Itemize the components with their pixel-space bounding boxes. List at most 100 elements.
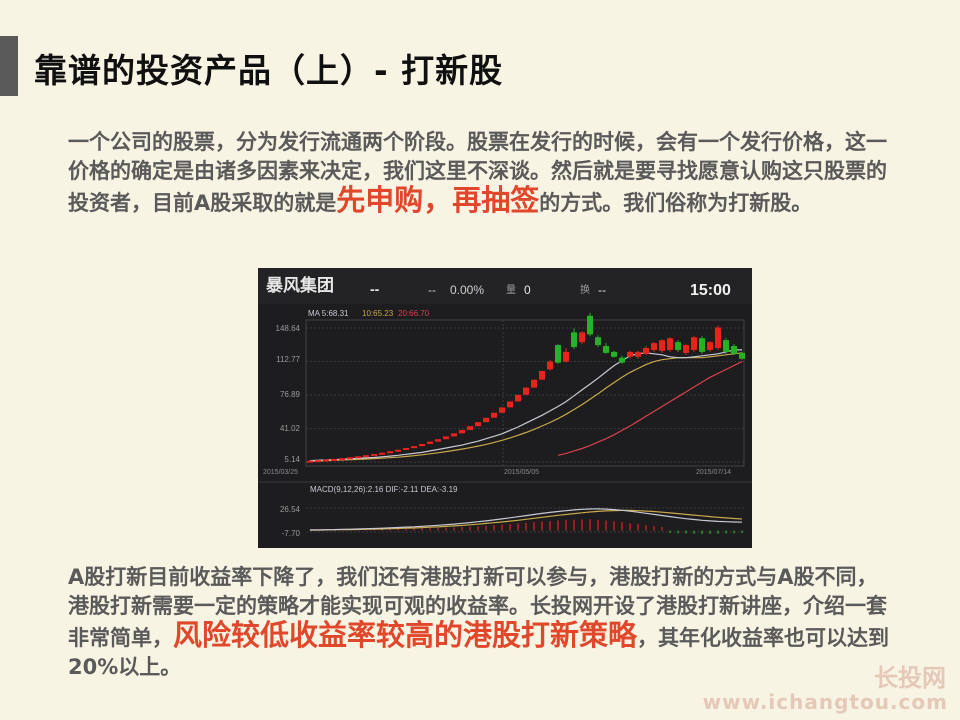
- candle: [539, 370, 545, 380]
- candle: [659, 340, 665, 351]
- intro-text: 一个公司的股票，分为发行流通两个阶段。股票在发行的时候，会有一个发行价格，这一价…: [68, 130, 887, 215]
- candle: [635, 351, 641, 357]
- intro-text-end: 的方式。我们俗称为打新股。: [539, 191, 813, 215]
- title-accent-bar: [0, 36, 18, 96]
- candle: [595, 337, 601, 346]
- candle: [451, 433, 457, 437]
- hk-highlight: 风险较低收益率较高的港股打新策略: [173, 618, 638, 652]
- watermark-url: www.ichangtou.com: [702, 690, 948, 714]
- candle: [731, 346, 737, 354]
- candle: [739, 352, 745, 359]
- stock-chart: 暴风集团 -- -- 0.00% 量 0 换 -- 15:00 MA 5:68.…: [258, 268, 752, 538]
- ma10-line: [309, 352, 743, 462]
- candle: [579, 332, 585, 343]
- x-tick: 2015/05/05: [504, 469, 539, 476]
- candle: [507, 401, 513, 408]
- candle: [603, 346, 609, 353]
- candle: [627, 351, 633, 357]
- ma20-line: [557, 361, 743, 456]
- plot-frame: [305, 319, 745, 467]
- candle: [379, 452, 385, 455]
- candle: [475, 422, 481, 427]
- candle: [355, 456, 361, 459]
- candle: [563, 351, 569, 362]
- y-tick: 76.89: [280, 390, 301, 399]
- turnover-label: 换: [580, 283, 590, 296]
- chart-time: 15:00: [690, 282, 731, 299]
- intro-highlight: 先申购，再抽签: [336, 183, 540, 217]
- candle: [667, 338, 673, 350]
- candle: [459, 429, 465, 434]
- watermark-brand: 长投网: [874, 664, 946, 692]
- candle: [587, 315, 593, 335]
- candle: [411, 446, 417, 449]
- candle: [395, 449, 401, 452]
- candle: [491, 412, 497, 418]
- candlesticks: [307, 312, 745, 463]
- macd-y-tick: -7.70: [282, 529, 301, 538]
- y-tick: 5.14: [284, 455, 300, 464]
- candle: [323, 459, 329, 462]
- candle: [707, 342, 713, 350]
- candle: [483, 417, 489, 423]
- candle: [315, 460, 321, 463]
- dif-line: [309, 508, 743, 531]
- turnover-value: --: [598, 283, 606, 297]
- candle: [371, 454, 377, 457]
- candle: [571, 332, 577, 348]
- candle: [443, 436, 449, 440]
- macd-legend: MACD(9,12,26):2.16 DIF:-2.11 DEA:-3.19: [310, 485, 458, 494]
- candle: [307, 460, 313, 463]
- candle: [347, 457, 353, 460]
- hk-text-end: ，其年化收益率也可以达到20%以上。: [68, 626, 890, 679]
- macd-grid: [258, 481, 752, 533]
- dea-line: [309, 509, 743, 531]
- chart-header-band: [258, 268, 752, 304]
- candle: [387, 451, 393, 454]
- candle: [363, 455, 369, 458]
- candle: [611, 351, 617, 357]
- hk-text: A股打新目前收益率下降了，我们还有港股打新可以参与，港股打新的方式与A股不同，港…: [68, 565, 887, 650]
- main-grid: [305, 319, 746, 467]
- moving-average-lines: [309, 349, 743, 462]
- stock-change: --: [428, 283, 436, 297]
- volume-value: 0: [524, 283, 531, 297]
- candle: [715, 327, 721, 348]
- candle: [499, 407, 505, 413]
- stock-price: --: [370, 281, 380, 297]
- stock-chart-panel: 暴风集团 -- -- 0.00% 量 0 换 -- 15:00 MA 5:68.…: [258, 268, 752, 548]
- x-tick: 2015/07/14: [696, 469, 731, 476]
- y-tick: 148.64: [276, 324, 301, 333]
- candle: [427, 441, 433, 444]
- intro-paragraph: 一个公司的股票，分为发行流通两个阶段。股票在发行的时候，会有一个发行价格，这一价…: [68, 128, 898, 218]
- candle: [523, 387, 529, 395]
- candle: [619, 357, 625, 363]
- candle: [691, 337, 697, 350]
- candle: [435, 439, 441, 442]
- candle: [467, 426, 473, 430]
- candle: [683, 345, 689, 353]
- candle: [339, 458, 345, 461]
- hk-ipo-paragraph: A股打新目前收益率下降了，我们还有港股打新可以参与，港股打新的方式与A股不同，港…: [68, 563, 898, 682]
- candle: [555, 345, 561, 363]
- candle: [547, 361, 553, 370]
- ma10-legend: 10:65.23: [362, 309, 394, 318]
- ma20-legend: 20:66.70: [398, 309, 430, 318]
- candle: [675, 342, 681, 350]
- candle: [331, 458, 337, 461]
- y-tick: 41.02: [280, 424, 301, 433]
- candle: [515, 394, 521, 402]
- candle: [419, 443, 425, 447]
- slide-title: 靠谱的投资产品（上）- 打新股: [34, 51, 504, 90]
- candle: [699, 338, 705, 352]
- macd-lines: [309, 508, 743, 531]
- stock-name: 暴风集团: [265, 275, 334, 295]
- y-tick: 112.77: [276, 355, 300, 364]
- candle: [403, 447, 409, 450]
- ma5-legend: MA 5:68.31: [308, 309, 349, 318]
- candle: [651, 343, 657, 350]
- x-tick: 2015/03/25: [263, 469, 298, 476]
- volume-label: 量: [506, 284, 516, 296]
- candle: [723, 340, 729, 352]
